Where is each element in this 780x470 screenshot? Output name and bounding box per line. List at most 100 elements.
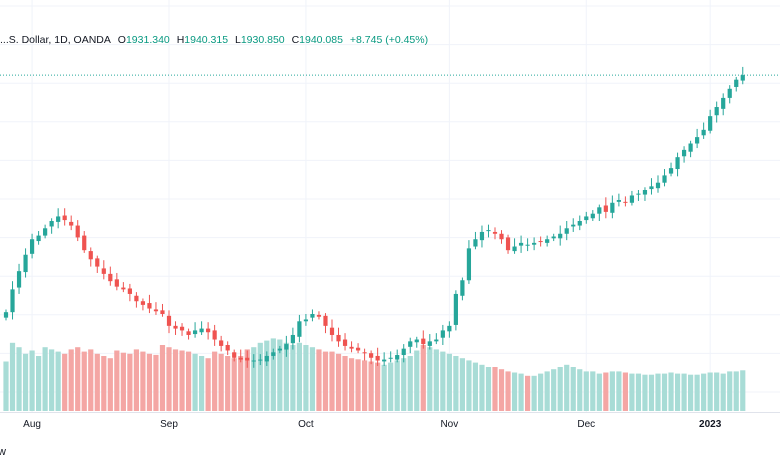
time-axis-label: Aug — [23, 419, 41, 430]
volume-bar — [629, 373, 635, 411]
volume-bar — [3, 361, 9, 411]
volume-bar — [714, 372, 720, 411]
candle-body — [336, 334, 341, 342]
candle-body — [434, 339, 439, 342]
volume-bar — [316, 349, 322, 411]
candle-body — [538, 241, 543, 243]
candle-body — [655, 182, 661, 189]
candle-body — [505, 237, 511, 251]
candle-body — [518, 242, 524, 246]
candle-body — [271, 352, 276, 356]
volume-bar — [701, 373, 707, 411]
volume-bar — [688, 374, 694, 411]
volume-bar — [674, 373, 681, 411]
volume-bar — [525, 375, 531, 411]
candle-body — [290, 334, 295, 344]
bottom-link-text[interactable]: w — [0, 446, 6, 458]
volume-bar — [120, 352, 126, 411]
volume-bar — [335, 353, 342, 411]
volume-bar — [231, 358, 237, 411]
grid-lines — [0, 0, 780, 412]
volume-bar — [29, 350, 35, 411]
symbol-legend: ...S. Dollar, 1D, OANDA O1931.340 H1940.… — [0, 31, 428, 49]
candle-body — [453, 293, 458, 325]
volume-bar — [740, 370, 746, 411]
candle-body — [56, 216, 61, 222]
candle-body — [43, 228, 48, 236]
candle-body — [714, 107, 719, 116]
volume-bar — [642, 374, 648, 411]
candle-body — [681, 149, 687, 157]
candle-body — [49, 221, 54, 227]
candle-body — [192, 330, 198, 335]
volume-bar — [401, 358, 407, 411]
volume-bar — [290, 345, 296, 411]
volume-bar — [114, 350, 120, 411]
chart-area[interactable] — [0, 0, 780, 412]
candle-body — [114, 279, 119, 287]
candle-body — [310, 314, 315, 318]
candle-body — [147, 303, 152, 309]
volume-bar — [368, 361, 374, 411]
volume-bars — [3, 338, 746, 411]
volume-bar — [564, 364, 570, 411]
candle-body — [616, 200, 621, 202]
volume-bar — [172, 349, 179, 411]
candle-body — [395, 355, 400, 360]
volume-bar — [538, 373, 544, 411]
volume-bar — [557, 367, 563, 411]
volume-bar — [394, 360, 400, 411]
volume-bar — [218, 353, 224, 411]
candle-body — [636, 193, 641, 195]
candle-body — [603, 205, 608, 212]
volume-bar — [309, 347, 316, 411]
candle-body — [675, 157, 680, 170]
candlestick-chart[interactable] — [0, 0, 780, 412]
volume-bar — [498, 369, 505, 411]
candle-body — [701, 129, 706, 136]
volume-bar — [238, 356, 244, 411]
volume-bar — [668, 372, 674, 411]
candle-body — [597, 207, 602, 214]
time-axis[interactable]: Aug Sep Oct Nov Dec 2023 — [0, 412, 780, 435]
candle-body — [721, 97, 726, 109]
time-axis-label: Dec — [577, 419, 596, 430]
candle-body — [101, 268, 106, 274]
volume-bar — [75, 347, 81, 411]
volume-bar — [635, 373, 642, 411]
volume-bar — [322, 351, 329, 411]
volume-bar — [577, 369, 583, 411]
candle-body — [492, 231, 498, 234]
volume-bar — [459, 358, 465, 411]
candle-body — [427, 341, 432, 346]
volume-bar — [590, 371, 596, 411]
candle-body — [642, 190, 648, 195]
symbol-name: ...S. Dollar, 1D, OANDA — [0, 34, 111, 46]
candle-body — [206, 328, 211, 333]
volume-bar — [127, 353, 133, 411]
volume-bar — [544, 371, 550, 411]
candle-body — [23, 254, 28, 273]
candle-body — [649, 186, 654, 190]
candle-body — [134, 295, 139, 302]
volume-bar — [192, 353, 198, 411]
candle-body — [16, 271, 22, 288]
volume-bar — [453, 356, 459, 411]
volume-bar — [251, 347, 257, 411]
volume-bar — [485, 367, 492, 411]
volume-bar — [140, 351, 146, 411]
bottom-bar: w — [0, 434, 780, 470]
candle-body — [499, 233, 504, 240]
candle-body — [734, 79, 739, 87]
candle-body — [258, 359, 263, 361]
candle-body — [75, 225, 80, 238]
candle-body — [316, 314, 322, 317]
candle-body — [408, 341, 413, 347]
volume-bar — [381, 364, 387, 411]
candle-body — [584, 216, 589, 221]
volume-bar — [68, 349, 74, 411]
candle-body — [179, 326, 185, 331]
open-value: 1931.340 — [125, 34, 170, 46]
candle-body — [564, 228, 569, 234]
volume-bar — [661, 373, 668, 411]
